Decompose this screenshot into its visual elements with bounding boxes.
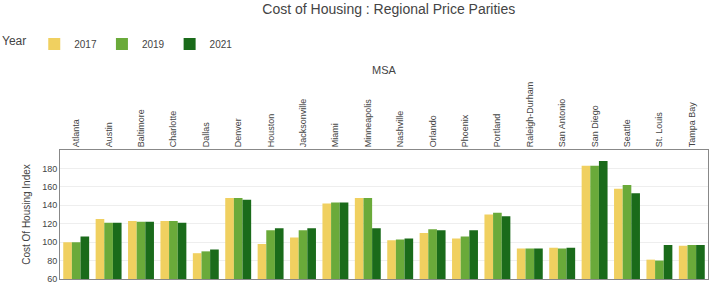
- svg-text:160: 160: [42, 182, 57, 192]
- svg-text:Orlando: Orlando: [428, 115, 438, 147]
- svg-text:Tampa Bay: Tampa Bay: [687, 102, 697, 148]
- svg-text:St. Louis: St. Louis: [654, 112, 664, 148]
- svg-text:100: 100: [42, 237, 57, 247]
- svg-text:Houston: Houston: [266, 114, 276, 148]
- svg-text:Austin: Austin: [104, 122, 114, 147]
- svg-text:Nashville: Nashville: [395, 111, 405, 148]
- svg-text:MSA: MSA: [372, 64, 397, 76]
- svg-text:2017: 2017: [74, 39, 97, 50]
- svg-text:2019: 2019: [142, 39, 165, 50]
- svg-text:Baltimore: Baltimore: [136, 109, 146, 147]
- svg-text:60: 60: [47, 274, 57, 284]
- svg-text:San Diego: San Diego: [590, 105, 600, 147]
- svg-text:120: 120: [42, 219, 57, 229]
- svg-text:Atlanta: Atlanta: [71, 119, 81, 147]
- svg-text:Cost of Housing : Regional Pri: Cost of Housing : Regional Price Paritie…: [262, 1, 515, 17]
- svg-text:2021: 2021: [210, 39, 233, 50]
- svg-text:Portland: Portland: [492, 114, 502, 148]
- svg-text:Seattle: Seattle: [622, 119, 632, 147]
- svg-text:Miami: Miami: [330, 123, 340, 147]
- svg-text:Raleigh-Durham: Raleigh-Durham: [525, 82, 535, 148]
- svg-text:Jacksonville: Jacksonville: [298, 99, 308, 148]
- svg-text:140: 140: [42, 200, 57, 210]
- svg-text:Cost Of Housing Index: Cost Of Housing Index: [21, 164, 32, 265]
- svg-text:Year: Year: [2, 34, 26, 48]
- svg-text:80: 80: [47, 256, 57, 266]
- svg-text:Minneapolis: Minneapolis: [363, 99, 373, 148]
- svg-text:180: 180: [42, 164, 57, 174]
- svg-text:Dallas: Dallas: [201, 122, 211, 148]
- svg-text:Phoenix: Phoenix: [460, 114, 470, 147]
- svg-text:Charlotte: Charlotte: [168, 111, 178, 148]
- svg-text:San Antonio: San Antonio: [557, 99, 567, 148]
- svg-text:Denver: Denver: [233, 118, 243, 147]
